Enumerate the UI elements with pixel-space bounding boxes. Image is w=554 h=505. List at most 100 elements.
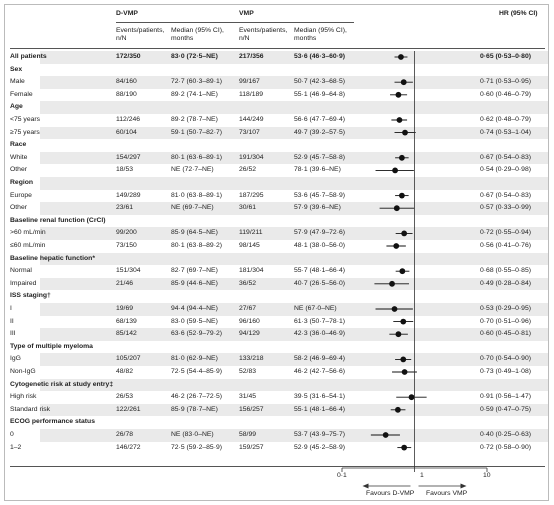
d-vmp-events: 122/261 bbox=[116, 405, 141, 413]
vmp-events: 58/99 bbox=[239, 431, 257, 438]
row-shade bbox=[40, 378, 548, 392]
axis-tick-label-1: 1 bbox=[420, 472, 424, 479]
hr-value: 0·54 (0·29–0·98) bbox=[480, 166, 532, 174]
row-label: 0 bbox=[10, 431, 14, 438]
row-shade bbox=[40, 101, 548, 114]
hr-value: 0·56 (0·41–0·76) bbox=[480, 242, 532, 249]
row-shade bbox=[40, 202, 548, 215]
hr-value: 0·67 (0·54–0·83) bbox=[480, 153, 532, 161]
vmp-median: 61·3 (50·7–78·1) bbox=[294, 317, 346, 325]
vmp-events: 181/304 bbox=[239, 267, 264, 275]
hr-point bbox=[395, 91, 402, 98]
hr-value: 0·72 (0·58–0·90) bbox=[480, 443, 532, 451]
section-heading: Age bbox=[10, 103, 23, 111]
row-label: Standard risk bbox=[10, 405, 51, 413]
row-label: Impaired bbox=[10, 279, 37, 287]
d-vmp-median: NE (72·7–NE) bbox=[171, 166, 214, 174]
d-vmp-median: 72·5 (59·2–85·9) bbox=[171, 443, 223, 451]
hr-value: 0·70 (0·51–0·96) bbox=[480, 317, 532, 325]
d-vmp-events: 105/207 bbox=[116, 355, 141, 363]
vmp-median: 48·1 (38·0–56·0) bbox=[294, 242, 346, 249]
section-heading: Race bbox=[10, 141, 27, 149]
header-rule bbox=[10, 48, 545, 49]
row-label: Other bbox=[10, 204, 27, 212]
row-label: I bbox=[10, 305, 12, 312]
vmp-median: 52·9 (45·7–58·8) bbox=[294, 153, 346, 161]
hr-point bbox=[392, 167, 398, 174]
group2-header: VMP bbox=[239, 10, 254, 17]
vmp-median: 55·1 (46·9–64·8) bbox=[294, 90, 346, 98]
hr-point bbox=[408, 394, 415, 401]
d-vmp-median: 83·0 (59·5–NE) bbox=[171, 317, 218, 325]
vmp-median: 53·6 (45·7–58·9) bbox=[294, 191, 346, 199]
d-vmp-median: 85·9 (44·6–NE) bbox=[171, 279, 218, 287]
vmp-median: 39·5 (31·6–54·1) bbox=[294, 393, 346, 401]
header-rule-groups bbox=[116, 22, 354, 23]
d-vmp-events: 23/61 bbox=[116, 204, 134, 212]
row-label: All patients bbox=[10, 53, 47, 60]
hr-point bbox=[389, 280, 395, 287]
group1-header: D-VMP bbox=[116, 10, 138, 17]
favours-right-arrowhead bbox=[460, 483, 467, 489]
group2-events-label: Events/patients, n/N bbox=[239, 27, 288, 42]
d-vmp-events: 21/46 bbox=[116, 279, 134, 287]
hr-value: 0·73 (0·49–1·08) bbox=[480, 368, 532, 375]
vmp-median: 42·3 (36·0–46·9) bbox=[294, 330, 346, 338]
section-heading: ISS staging† bbox=[10, 292, 51, 300]
d-vmp-median: NE (69·7–NE) bbox=[171, 204, 214, 212]
axis-tick-label-0.1: 0·1 bbox=[337, 472, 347, 479]
vmp-events: 159/257 bbox=[239, 443, 264, 451]
row-label: Normal bbox=[10, 267, 32, 275]
d-vmp-median: 94·4 (94·4–NE) bbox=[171, 305, 218, 312]
hr-point bbox=[396, 117, 403, 123]
hr-value: 0·74 (0·53–1·04) bbox=[480, 128, 532, 136]
d-vmp-events: 146/272 bbox=[116, 443, 141, 451]
vmp-median: 53·6 (46·3–60·9) bbox=[294, 53, 346, 60]
d-vmp-events: 85/142 bbox=[116, 330, 137, 338]
d-vmp-median: 63·6 (52·9–79·2) bbox=[171, 330, 223, 338]
row-label: ≥75 years bbox=[10, 128, 40, 136]
d-vmp-events: 88/190 bbox=[116, 90, 137, 98]
hr-point bbox=[401, 369, 408, 375]
vmp-events: 98/145 bbox=[239, 242, 260, 249]
section-heading: Region bbox=[10, 179, 34, 186]
hr-point bbox=[401, 444, 408, 451]
hr-value: 0·91 (0·56–1·47) bbox=[480, 393, 532, 401]
row-label: Other bbox=[10, 166, 27, 174]
vmp-events: 217/356 bbox=[239, 53, 264, 60]
d-vmp-median: 83·0 (72·5–NE) bbox=[171, 53, 218, 60]
row-shade bbox=[40, 177, 548, 190]
hr-value: 0·59 (0·47–0·75) bbox=[480, 405, 532, 413]
vmp-median: 46·2 (42·7–56·6) bbox=[294, 368, 346, 375]
row-label: Non-IgG bbox=[10, 368, 36, 375]
vmp-median: 52·9 (45·2–58·9) bbox=[294, 443, 346, 451]
group2-median-label: Median (95% CI), months bbox=[294, 27, 347, 42]
vmp-events: 94/129 bbox=[239, 330, 260, 338]
row-shade bbox=[40, 403, 548, 417]
vmp-events: 52/83 bbox=[239, 368, 257, 375]
d-vmp-median: 72·7 (60·3–89·1) bbox=[171, 78, 223, 86]
vmp-median: 50·7 (42·3–68·5) bbox=[294, 78, 346, 86]
d-vmp-events: 151/304 bbox=[116, 267, 141, 275]
d-vmp-events: 84/160 bbox=[116, 78, 137, 86]
axis-tick-label-10: 10 bbox=[483, 472, 491, 479]
section-heading: Cytogenetic risk at study entry‡ bbox=[10, 380, 114, 388]
section-heading: ECOG performance status bbox=[10, 418, 95, 426]
hr-value: 0·40 (0·25–0·63) bbox=[480, 431, 532, 438]
d-vmp-events: 18/53 bbox=[116, 166, 134, 174]
vmp-median: 55·1 (48·1–66·4) bbox=[294, 405, 346, 413]
hr-value: 0·62 (0·48–0·79) bbox=[480, 116, 532, 123]
hr-point bbox=[398, 154, 405, 161]
hr-value: 0·60 (0·46–0·79) bbox=[480, 90, 532, 98]
favours-left-arrowhead bbox=[362, 483, 369, 489]
d-vmp-events: 154/297 bbox=[116, 153, 141, 161]
d-vmp-events: 149/289 bbox=[116, 191, 141, 199]
vmp-median: 78·1 (39·6–NE) bbox=[294, 166, 341, 174]
row-label: Female bbox=[10, 90, 33, 98]
hr-value: 0·49 (0·28–0·84) bbox=[480, 279, 532, 287]
d-vmp-events: 19/69 bbox=[116, 305, 134, 312]
vmp-median: 55·7 (48·1–66·4) bbox=[294, 267, 346, 275]
vmp-median: 53·7 (43·9–75·7) bbox=[294, 431, 346, 438]
row-label: II bbox=[10, 317, 14, 325]
